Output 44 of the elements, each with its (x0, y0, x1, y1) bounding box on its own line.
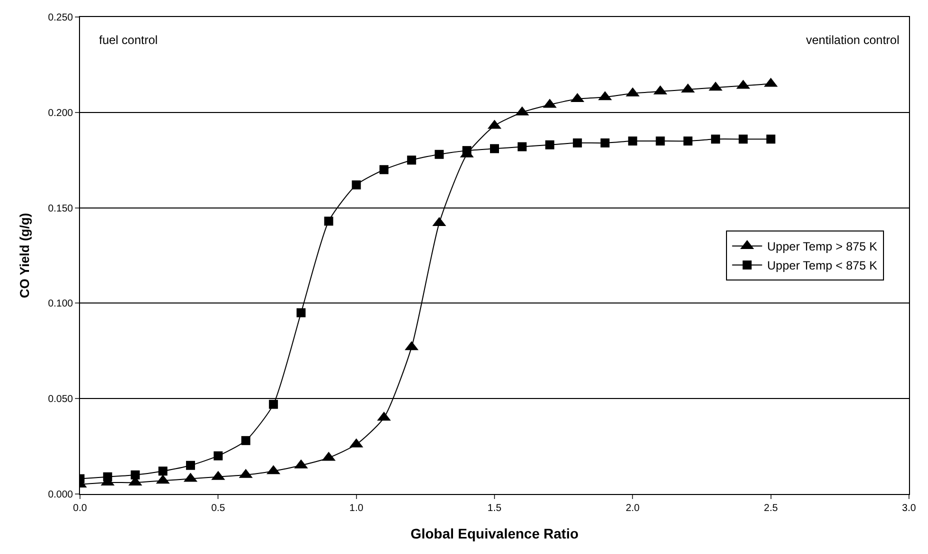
point (324, 216, 334, 226)
y-tick-label: 0.050 (48, 394, 74, 406)
point (352, 180, 361, 190)
point (407, 156, 416, 165)
x-tick-label: 0.0 (73, 503, 88, 514)
legend-label: Upper Temp > 875 K (767, 240, 878, 254)
point (683, 136, 692, 146)
y-tick-label: 0.250 (48, 12, 74, 24)
point (738, 134, 748, 144)
y-axis-title: CO Yield (g/g) (16, 212, 32, 298)
annotation: ventilation control (806, 33, 900, 47)
point (490, 144, 499, 154)
point (518, 142, 527, 152)
point (572, 138, 582, 148)
point (600, 138, 610, 148)
point (711, 134, 720, 144)
point (766, 134, 776, 144)
legend-label: Upper Temp < 875 K (767, 258, 878, 273)
y-tick-label: 0.000 (48, 490, 74, 500)
annotation: fuel control (99, 33, 158, 47)
x-tick-label: 2.5 (764, 503, 778, 514)
x-tick-label: 1.0 (349, 503, 364, 514)
x-tick-label: 0.5 (211, 503, 226, 514)
point (434, 150, 444, 159)
y-tick-label: 0.150 (48, 203, 74, 214)
point (545, 140, 554, 150)
y-tick-label: 0.100 (48, 298, 74, 310)
point (158, 466, 168, 476)
point (628, 136, 638, 146)
point (241, 436, 250, 446)
point (462, 146, 472, 156)
point (214, 451, 223, 460)
point (296, 308, 306, 318)
x-axis-title: Global Equivalence Ratio (410, 525, 579, 542)
point (379, 165, 388, 174)
point (186, 460, 196, 470)
point (130, 470, 140, 480)
y-tick-label: 0.200 (48, 108, 74, 119)
point (656, 136, 665, 146)
point (268, 400, 278, 409)
point (103, 472, 112, 482)
x-tick-label: 1.5 (488, 503, 502, 514)
x-tick-label: 3.0 (902, 503, 916, 514)
x-tick-label: 2.0 (626, 503, 640, 514)
